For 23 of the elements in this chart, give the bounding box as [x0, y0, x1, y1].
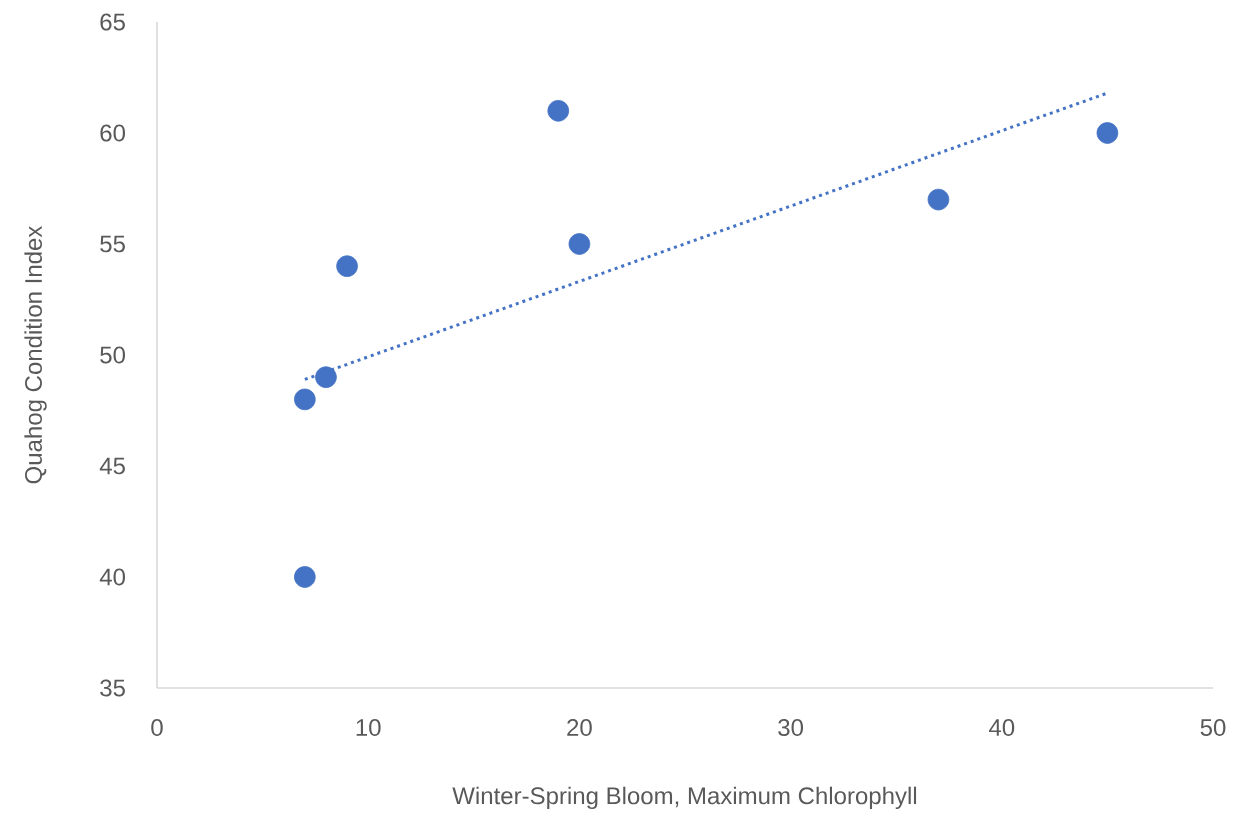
y-tick-label: 65: [100, 13, 125, 31]
x-axis-title: Winter-Spring Bloom, Maximum Chlorophyll: [452, 786, 917, 810]
x-tick-label: 30: [778, 719, 804, 737]
y-tick-label: 40: [99, 568, 126, 586]
y-axis-title: Quahog Condition Index: [24, 225, 47, 484]
y-tick-label: 45: [99, 457, 125, 475]
point: [927, 188, 950, 211]
x-tick-label: 0: [151, 719, 163, 737]
x-tick-label: 10: [356, 719, 381, 737]
y-tick-label: 55: [100, 235, 125, 253]
x-tick-label: 40: [989, 719, 1015, 737]
y-tick-label: 60: [100, 124, 126, 142]
y-tick-label: 35: [100, 679, 125, 697]
point: [294, 388, 316, 411]
point: [547, 100, 570, 122]
point: [336, 255, 358, 277]
point: [315, 366, 337, 388]
point: [1096, 122, 1119, 144]
x-tick-label: 20: [567, 719, 592, 737]
y-tick-label: 50: [100, 346, 126, 364]
point: [294, 566, 316, 588]
point: [568, 233, 591, 255]
x-tick-label: 50: [1200, 719, 1226, 737]
